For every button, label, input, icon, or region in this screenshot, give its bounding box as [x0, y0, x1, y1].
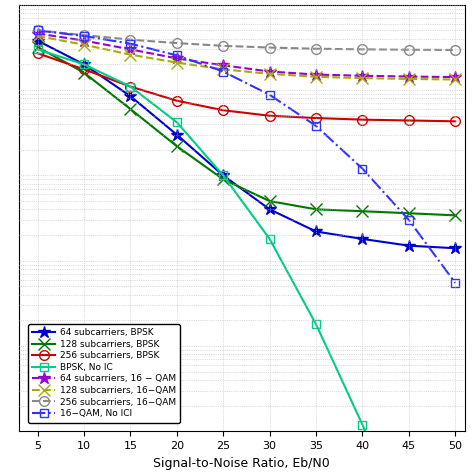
128 subcarriers, BPSK [128, 106, 133, 112]
16−QAM, No ICI [267, 92, 273, 98]
256 subcarriers, 16−QAM [452, 47, 458, 53]
128 subcarriers, 16−QAM [220, 66, 226, 72]
256 subcarriers, BPSK [313, 115, 319, 121]
64 subcarriers, 16 − QAM [267, 69, 273, 74]
64 subcarriers, BPSK [267, 207, 273, 212]
64 subcarriers, 16 − QAM [35, 31, 40, 36]
128 subcarriers, 16−QAM [128, 52, 133, 57]
256 subcarriers, BPSK [360, 117, 365, 122]
256 subcarriers, BPSK [452, 118, 458, 124]
BPSK, No IC [220, 173, 226, 178]
16−QAM, No ICI [313, 123, 319, 129]
128 subcarriers, 16−QAM [35, 33, 40, 39]
256 subcarriers, 16−QAM [174, 40, 180, 46]
256 subcarriers, 16−QAM [267, 45, 273, 50]
128 subcarriers, BPSK [35, 44, 40, 50]
128 subcarriers, 16−QAM [452, 77, 458, 82]
256 subcarriers, BPSK [174, 98, 180, 103]
Line: 256 subcarriers, 16−QAM: 256 subcarriers, 16−QAM [33, 26, 460, 55]
16−QAM, No ICI [174, 53, 180, 58]
128 subcarriers, BPSK [81, 70, 87, 75]
BPSK, No IC [128, 84, 133, 90]
256 subcarriers, 16−QAM [313, 46, 319, 52]
128 subcarriers, 16−QAM [267, 71, 273, 77]
64 subcarriers, BPSK [406, 243, 411, 248]
16−QAM, No ICI [452, 280, 458, 286]
Line: 64 subcarriers, BPSK: 64 subcarriers, BPSK [31, 34, 462, 255]
128 subcarriers, BPSK [452, 212, 458, 218]
16−QAM, No ICI [406, 217, 411, 223]
128 subcarriers, BPSK [313, 207, 319, 212]
16−QAM, No ICI [35, 27, 40, 33]
256 subcarriers, 16−QAM [360, 46, 365, 52]
64 subcarriers, 16 − QAM [452, 74, 458, 80]
128 subcarriers, BPSK [174, 143, 180, 149]
128 subcarriers, BPSK [220, 176, 226, 182]
64 subcarriers, 16 − QAM [220, 63, 226, 68]
64 subcarriers, 16 − QAM [313, 72, 319, 77]
Line: BPSK, No IC: BPSK, No IC [33, 45, 459, 474]
Line: 128 subcarriers, 16−QAM: 128 subcarriers, 16−QAM [32, 30, 461, 85]
X-axis label: Signal-to-Noise Ratio, Eb/N0: Signal-to-Noise Ratio, Eb/N0 [154, 456, 330, 470]
64 subcarriers, BPSK [360, 236, 365, 242]
128 subcarriers, 16−QAM [313, 74, 319, 80]
128 subcarriers, 16−QAM [406, 76, 411, 82]
64 subcarriers, BPSK [220, 173, 226, 178]
256 subcarriers, BPSK [128, 84, 133, 90]
256 subcarriers, BPSK [267, 113, 273, 118]
64 subcarriers, 16 − QAM [81, 38, 87, 44]
256 subcarriers, 16−QAM [81, 32, 87, 38]
128 subcarriers, 16−QAM [360, 75, 365, 81]
64 subcarriers, BPSK [35, 38, 40, 44]
256 subcarriers, 16−QAM [220, 43, 226, 49]
64 subcarriers, 16 − QAM [128, 46, 133, 52]
256 subcarriers, BPSK [35, 50, 40, 56]
64 subcarriers, 16 − QAM [360, 73, 365, 79]
256 subcarriers, BPSK [220, 108, 226, 113]
256 subcarriers, 16−QAM [406, 47, 411, 53]
128 subcarriers, BPSK [360, 209, 365, 214]
128 subcarriers, BPSK [267, 198, 273, 204]
BPSK, No IC [81, 62, 87, 67]
BPSK, No IC [35, 46, 40, 52]
256 subcarriers, BPSK [81, 66, 87, 72]
16−QAM, No ICI [81, 33, 87, 39]
128 subcarriers, 16−QAM [81, 42, 87, 47]
Line: 64 subcarriers, 16 − QAM: 64 subcarriers, 16 − QAM [31, 27, 462, 83]
Line: 16−QAM, No ICI: 16−QAM, No ICI [33, 26, 459, 287]
64 subcarriers, BPSK [128, 93, 133, 99]
Legend: 64 subcarriers, BPSK, 128 subcarriers, BPSK, 256 subcarriers, BPSK, BPSK, No IC,: 64 subcarriers, BPSK, 128 subcarriers, B… [28, 324, 180, 422]
BPSK, No IC [360, 422, 365, 428]
128 subcarriers, 16−QAM [174, 60, 180, 65]
64 subcarriers, BPSK [174, 132, 180, 137]
Line: 128 subcarriers, BPSK: 128 subcarriers, BPSK [32, 41, 461, 221]
128 subcarriers, BPSK [406, 210, 411, 216]
64 subcarriers, BPSK [452, 246, 458, 251]
64 subcarriers, 16 − QAM [174, 55, 180, 61]
16−QAM, No ICI [128, 41, 133, 46]
256 subcarriers, 16−QAM [128, 37, 133, 43]
64 subcarriers, BPSK [313, 228, 319, 234]
64 subcarriers, BPSK [81, 62, 87, 67]
BPSK, No IC [174, 119, 180, 125]
BPSK, No IC [313, 321, 319, 327]
256 subcarriers, 16−QAM [35, 27, 40, 33]
16−QAM, No ICI [220, 69, 226, 74]
Line: 256 subcarriers, BPSK: 256 subcarriers, BPSK [33, 48, 460, 126]
BPSK, No IC [267, 236, 273, 242]
16−QAM, No ICI [360, 166, 365, 172]
256 subcarriers, BPSK [406, 118, 411, 123]
64 subcarriers, 16 − QAM [406, 73, 411, 79]
